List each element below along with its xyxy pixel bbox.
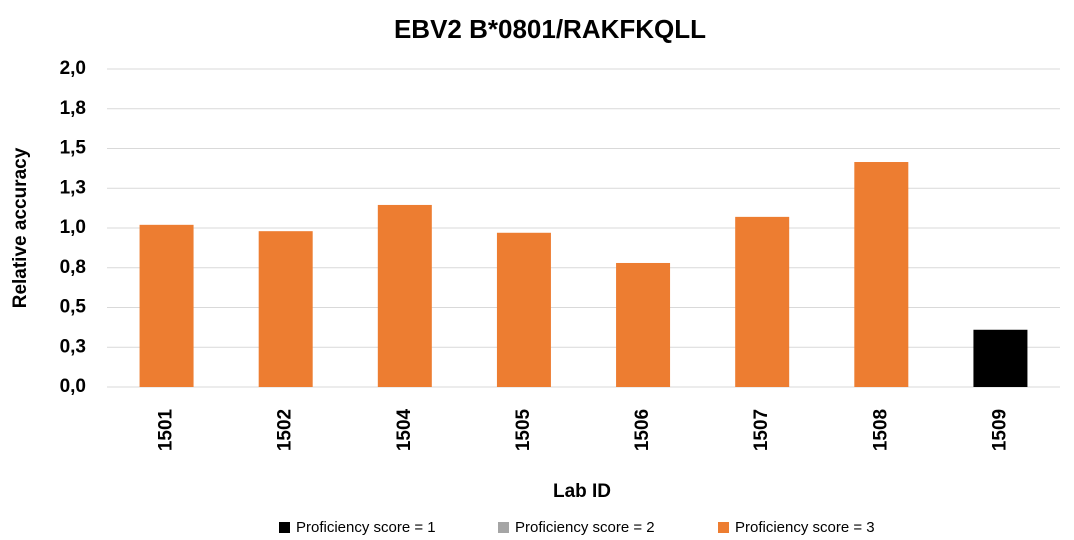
x-tick-label: 1506 [632, 409, 653, 451]
bar [258, 231, 313, 387]
y-tick-label: 0,3 [60, 336, 86, 357]
x-tick-label: 1501 [156, 408, 177, 451]
bar [854, 162, 909, 387]
y-tick-label: 0,5 [60, 297, 87, 318]
legend-label: Proficiency score = 1 [296, 519, 436, 536]
x-tick-label: 1502 [275, 409, 296, 451]
x-tick-label: 1509 [989, 409, 1010, 451]
x-tick-label: 1507 [751, 409, 772, 451]
bar [496, 232, 551, 387]
x-tick-label: 1505 [513, 408, 534, 451]
chart-title: EBV2 B*0801/RAKFKQLL [394, 14, 706, 44]
y-tick-label: 1,0 [60, 217, 86, 238]
y-tick-label: 2,0 [60, 58, 86, 79]
bar [973, 329, 1028, 387]
bar [616, 262, 671, 387]
legend-label: Proficiency score = 2 [515, 519, 655, 536]
legend-swatch [718, 522, 729, 533]
y-tick-label: 0,0 [60, 376, 86, 397]
x-tick-label: 1508 [870, 409, 891, 451]
bar [139, 224, 194, 387]
y-tick-label: 1,5 [60, 138, 87, 159]
bar [735, 216, 790, 387]
legend-label: Proficiency score = 3 [735, 519, 875, 536]
y-tick-label: 0,8 [60, 257, 86, 278]
y-tick-label: 1,3 [60, 177, 86, 198]
legend-swatch [279, 522, 290, 533]
x-tick-label: 1504 [394, 408, 415, 451]
legend-swatch [498, 522, 509, 533]
y-axis-title: Relative accuracy [10, 147, 31, 308]
x-axis-title: Lab ID [553, 481, 611, 502]
bar [377, 204, 432, 387]
y-tick-label: 1,8 [60, 98, 86, 119]
